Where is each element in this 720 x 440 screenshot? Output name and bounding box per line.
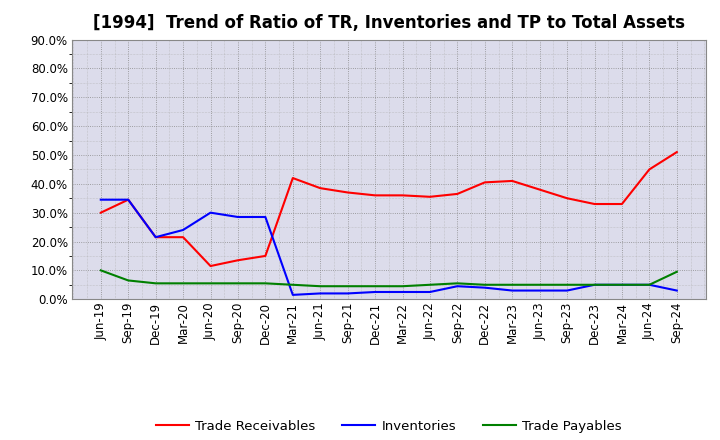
- Trade Receivables: [233, 258, 242, 263]
- Trade Payables: [618, 282, 626, 287]
- Inventories: [343, 291, 352, 296]
- Inventories: [426, 290, 434, 295]
- Trade Receivables: [563, 196, 572, 201]
- Inventories: [371, 290, 379, 295]
- Inventories: [398, 290, 407, 295]
- Trade Receivables: [480, 180, 489, 185]
- Trade Receivables: [453, 191, 462, 197]
- Trade Payables: [179, 281, 187, 286]
- Inventories: [618, 282, 626, 287]
- Inventories: [480, 285, 489, 290]
- Inventories: [124, 197, 132, 202]
- Trade Payables: [289, 282, 297, 287]
- Trade Payables: [645, 282, 654, 287]
- Trade Payables: [124, 278, 132, 283]
- Trade Receivables: [398, 193, 407, 198]
- Trade Payables: [233, 281, 242, 286]
- Trade Receivables: [179, 235, 187, 240]
- Trade Payables: [206, 281, 215, 286]
- Trade Payables: [261, 281, 270, 286]
- Inventories: [590, 282, 599, 287]
- Inventories: [233, 214, 242, 220]
- Trade Payables: [536, 282, 544, 287]
- Trade Receivables: [316, 186, 325, 191]
- Trade Payables: [398, 284, 407, 289]
- Inventories: [672, 288, 681, 293]
- Trade Payables: [672, 269, 681, 275]
- Trade Receivables: [672, 150, 681, 155]
- Line: Trade Payables: Trade Payables: [101, 270, 677, 286]
- Title: [1994]  Trend of Ratio of TR, Inventories and TP to Total Assets: [1994] Trend of Ratio of TR, Inventories…: [93, 15, 685, 33]
- Trade Payables: [426, 282, 434, 287]
- Trade Receivables: [618, 202, 626, 207]
- Trade Receivables: [426, 194, 434, 199]
- Inventories: [563, 288, 572, 293]
- Trade Payables: [151, 281, 160, 286]
- Inventories: [645, 282, 654, 287]
- Inventories: [96, 197, 105, 202]
- Inventories: [261, 214, 270, 220]
- Trade Receivables: [590, 202, 599, 207]
- Trade Receivables: [261, 253, 270, 259]
- Legend: Trade Receivables, Inventories, Trade Payables: Trade Receivables, Inventories, Trade Pa…: [150, 415, 627, 438]
- Trade Payables: [371, 284, 379, 289]
- Inventories: [508, 288, 516, 293]
- Trade Receivables: [289, 176, 297, 181]
- Trade Payables: [590, 282, 599, 287]
- Trade Receivables: [371, 193, 379, 198]
- Inventories: [289, 292, 297, 297]
- Inventories: [453, 284, 462, 289]
- Inventories: [316, 291, 325, 296]
- Trade Receivables: [206, 264, 215, 269]
- Line: Trade Receivables: Trade Receivables: [101, 152, 677, 266]
- Trade Payables: [480, 282, 489, 287]
- Trade Payables: [316, 284, 325, 289]
- Trade Payables: [96, 268, 105, 273]
- Trade Payables: [343, 284, 352, 289]
- Inventories: [179, 227, 187, 233]
- Trade Receivables: [645, 167, 654, 172]
- Trade Receivables: [96, 210, 105, 215]
- Trade Receivables: [343, 190, 352, 195]
- Trade Payables: [508, 282, 516, 287]
- Inventories: [206, 210, 215, 215]
- Trade Receivables: [536, 187, 544, 192]
- Trade Receivables: [508, 178, 516, 183]
- Trade Payables: [563, 282, 572, 287]
- Trade Receivables: [151, 235, 160, 240]
- Trade Payables: [453, 281, 462, 286]
- Inventories: [536, 288, 544, 293]
- Inventories: [151, 235, 160, 240]
- Trade Receivables: [124, 197, 132, 202]
- Line: Inventories: Inventories: [101, 200, 677, 295]
